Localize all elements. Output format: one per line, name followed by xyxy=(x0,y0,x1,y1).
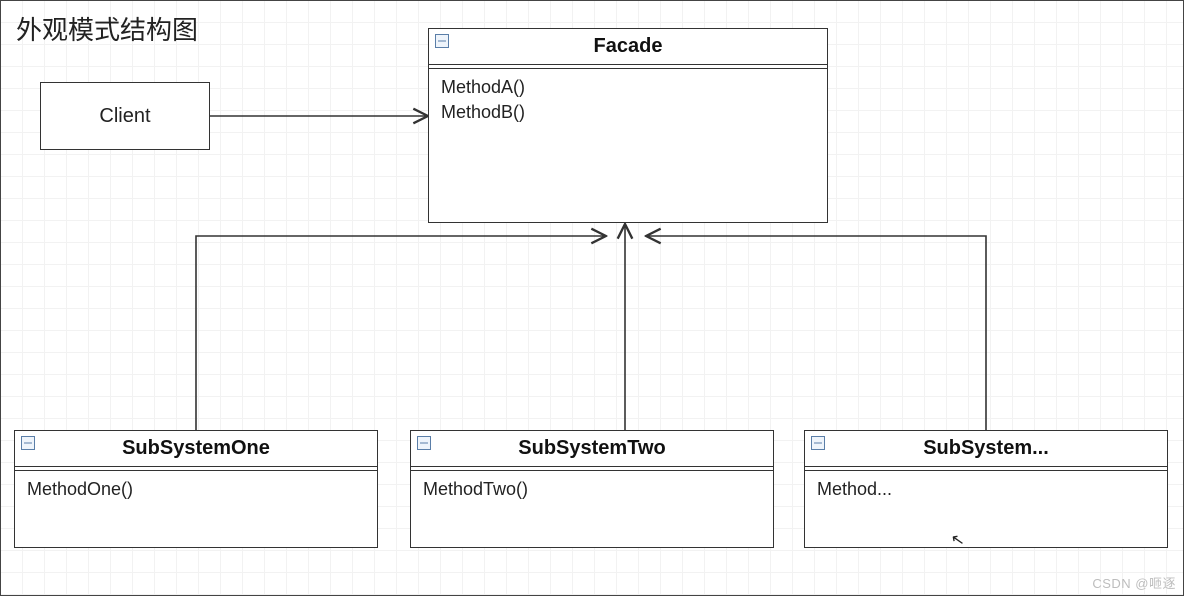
facade-method: MethodB() xyxy=(441,100,815,125)
node-subsystem-more[interactable]: SubSystem... Method... xyxy=(804,430,1168,548)
node-facade[interactable]: Facade MethodA() MethodB() xyxy=(428,28,828,223)
node-sub1-name: SubSystemOne xyxy=(122,437,270,459)
collapse-icon[interactable] xyxy=(21,436,35,450)
node-facade-name: Facade xyxy=(594,35,663,57)
facade-method: MethodA() xyxy=(441,75,815,100)
node-subsystem-two[interactable]: SubSystemTwo MethodTwo() xyxy=(410,430,774,548)
collapse-icon[interactable] xyxy=(811,436,825,450)
watermark: CSDN @咂逐 xyxy=(1092,573,1176,592)
node-facade-header: Facade xyxy=(429,29,827,65)
sub1-method: MethodOne() xyxy=(27,477,365,502)
node-subsystem-one[interactable]: SubSystemOne MethodOne() xyxy=(14,430,378,548)
collapse-icon[interactable] xyxy=(417,436,431,450)
node-sub3-name: SubSystem... xyxy=(923,437,1049,459)
node-client[interactable]: Client xyxy=(40,82,210,150)
node-facade-body: MethodA() MethodB() xyxy=(429,65,827,137)
node-sub3-body: Method... xyxy=(805,467,1167,514)
node-sub1-body: MethodOne() xyxy=(15,467,377,514)
node-sub3-header: SubSystem... xyxy=(805,431,1167,467)
node-sub2-header: SubSystemTwo xyxy=(411,431,773,467)
sub2-method: MethodTwo() xyxy=(423,477,761,502)
node-sub2-name: SubSystemTwo xyxy=(518,437,665,459)
node-sub1-header: SubSystemOne xyxy=(15,431,377,467)
diagram-title: 外观模式结构图 xyxy=(16,10,198,47)
sub3-method: Method... xyxy=(817,477,1155,502)
node-sub2-body: MethodTwo() xyxy=(411,467,773,514)
node-client-label: Client xyxy=(99,105,150,128)
collapse-icon[interactable] xyxy=(435,34,449,48)
